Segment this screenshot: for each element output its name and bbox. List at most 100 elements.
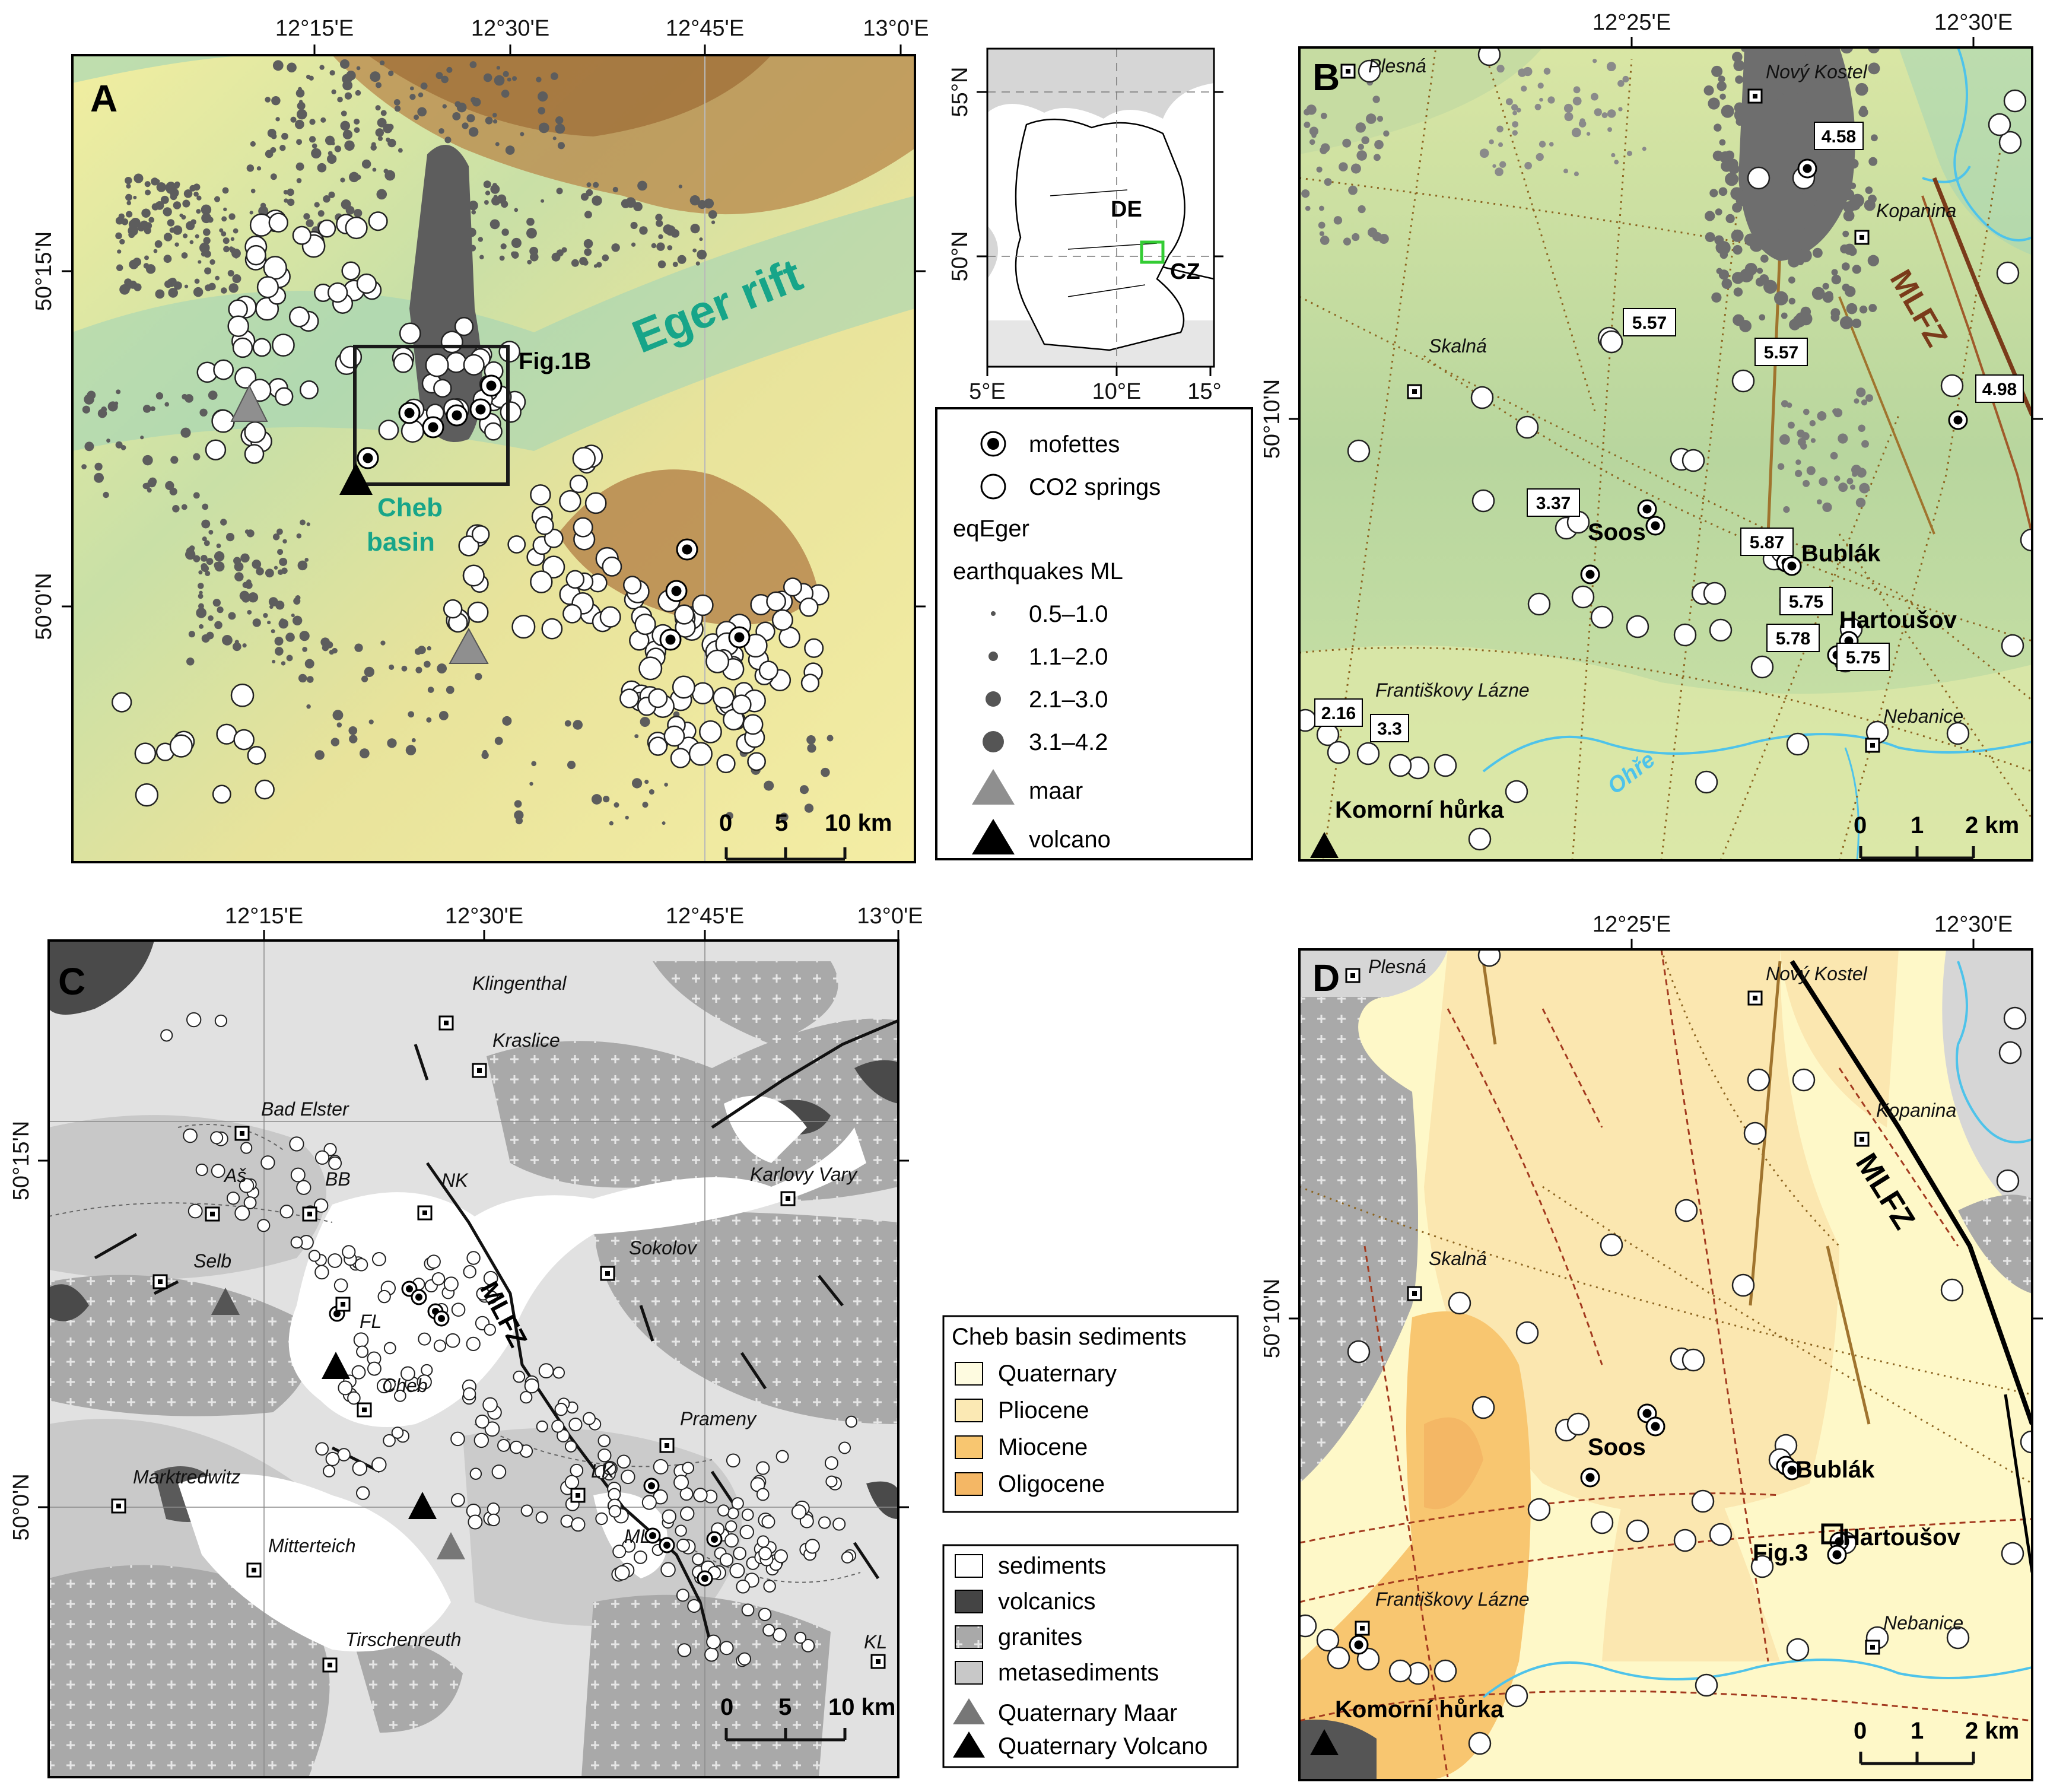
earthquake-marker (1757, 140, 1771, 154)
earthquake-marker (293, 597, 301, 605)
co2-spring-marker (315, 1442, 329, 1456)
value-box (1740, 528, 1794, 556)
earthquake-marker (1735, 75, 1744, 84)
earthquake-marker (330, 738, 340, 746)
earthquake-marker (196, 607, 207, 618)
scale-bar-b: 0 1 2 km (1854, 812, 2019, 860)
earthquake-marker (242, 582, 249, 589)
co2-spring-marker (279, 1205, 294, 1219)
co2-spring-marker (1477, 949, 1501, 967)
lon-tick: 12°25'E (1593, 912, 1671, 937)
co2-spring-marker (783, 577, 803, 597)
svg-text:1: 1 (1911, 812, 1924, 838)
fig1b-extent-box (353, 345, 510, 486)
earthquake-marker (297, 560, 308, 571)
co2-spring-marker (541, 618, 563, 640)
earthquake-marker (1781, 400, 1789, 408)
earthquake-marker (1719, 93, 1726, 100)
earthquake-marker (478, 237, 484, 242)
earthquake-marker (1512, 121, 1519, 128)
co2-spring-marker (299, 380, 319, 400)
value-label: 2.16 (1321, 704, 1356, 723)
earthquake-marker (659, 246, 664, 251)
co2-spring-marker (399, 322, 421, 345)
svg-text:2 km: 2 km (1965, 1718, 2019, 1744)
earthquake-marker (1868, 195, 1877, 204)
earthquake-marker (584, 248, 592, 256)
co2-spring-marker (571, 1517, 586, 1532)
earthquake-marker (1593, 59, 1597, 63)
inset-lat-tick: 55°N (948, 67, 972, 117)
volcano-triangle (339, 463, 373, 495)
co2-spring-marker (247, 746, 266, 765)
co2-spring-marker (513, 1370, 526, 1383)
earthquake-marker (340, 177, 345, 183)
co2-spring-marker (634, 1550, 647, 1564)
earthquake-marker (514, 810, 524, 820)
value-label: 5.57 (1764, 343, 1798, 363)
label-fig3: Fig.3 (1753, 1540, 1808, 1566)
earthquake-marker (1350, 163, 1361, 174)
earthquake-marker (317, 210, 325, 217)
earthquake-marker (274, 565, 278, 570)
earthquake-marker (408, 711, 415, 718)
co2-spring-marker (791, 1504, 807, 1520)
earthquake-marker (129, 259, 139, 269)
co2-spring-marker (583, 1412, 596, 1425)
co2-spring-marker (520, 1391, 533, 1404)
lat-tick: 50°15'N (31, 231, 56, 311)
earthquake-marker (1626, 151, 1632, 157)
place-kraslice: Kraslice (492, 1030, 560, 1051)
legend-title: Cheb basin sediments (952, 1324, 1187, 1350)
co2-spring-marker (260, 1155, 275, 1170)
earthquake-marker (1803, 408, 1810, 415)
place-frantiskovy-lazne: Františkovy Lázne (1375, 679, 1530, 701)
earthquake-marker (119, 239, 125, 245)
co2-spring-marker (443, 1276, 459, 1292)
earthquake-marker (198, 603, 204, 609)
co2-spring-marker (1998, 1041, 2022, 1065)
earthquake-marker (285, 633, 295, 642)
co2-spring-marker (799, 597, 819, 617)
co2-spring-marker (1566, 1412, 1590, 1436)
earthquake-marker (234, 253, 239, 259)
earthquake-marker (272, 659, 276, 663)
svg-text:2 km: 2 km (1965, 812, 2019, 838)
earthquake-marker (611, 243, 620, 252)
earthquake-marker (1829, 32, 1838, 42)
earthquake-marker (179, 213, 183, 218)
earthquake-marker (117, 249, 122, 254)
earthquake-marker (172, 505, 180, 513)
earthquake-marker (699, 237, 703, 242)
co2-spring-marker (290, 1236, 303, 1249)
earthquake-marker (193, 287, 204, 297)
place-mitterteich: Mitterteich (268, 1535, 356, 1556)
earthquake-marker (153, 249, 158, 253)
place-bad-elster: Bad Elster (261, 1098, 349, 1120)
earthquake-marker (1518, 68, 1527, 77)
earthquake-marker (342, 129, 353, 139)
earthquake-marker (1489, 139, 1494, 145)
co2-spring-marker (1388, 1659, 1412, 1683)
earthquake-marker (656, 220, 663, 227)
earthquake-marker (1304, 121, 1311, 128)
earthquake-marker (1714, 123, 1722, 132)
earthquake-marker (1309, 126, 1319, 136)
earthquake-marker (225, 533, 235, 542)
value-box (1836, 643, 1890, 671)
earthquake-marker (1355, 122, 1366, 133)
earthquake-marker (144, 255, 149, 260)
earthquake-marker (376, 189, 387, 200)
earthquake-marker (232, 642, 241, 652)
earthquake-marker (536, 77, 542, 82)
mofette-center (1787, 1466, 1797, 1475)
earthquake-marker (630, 221, 638, 230)
locator-inset-map: DE CZ 55°N 50°N 5°E 10°E 15° (948, 47, 1223, 404)
co2-spring-marker (1448, 1291, 1471, 1315)
earthquake-marker (1716, 268, 1723, 275)
earthquake-marker (556, 188, 563, 195)
earthquake-marker (164, 402, 169, 407)
earthquake-marker (1787, 137, 1801, 151)
earthquake-marker (1776, 142, 1791, 156)
legend-item: granites (998, 1624, 1082, 1650)
